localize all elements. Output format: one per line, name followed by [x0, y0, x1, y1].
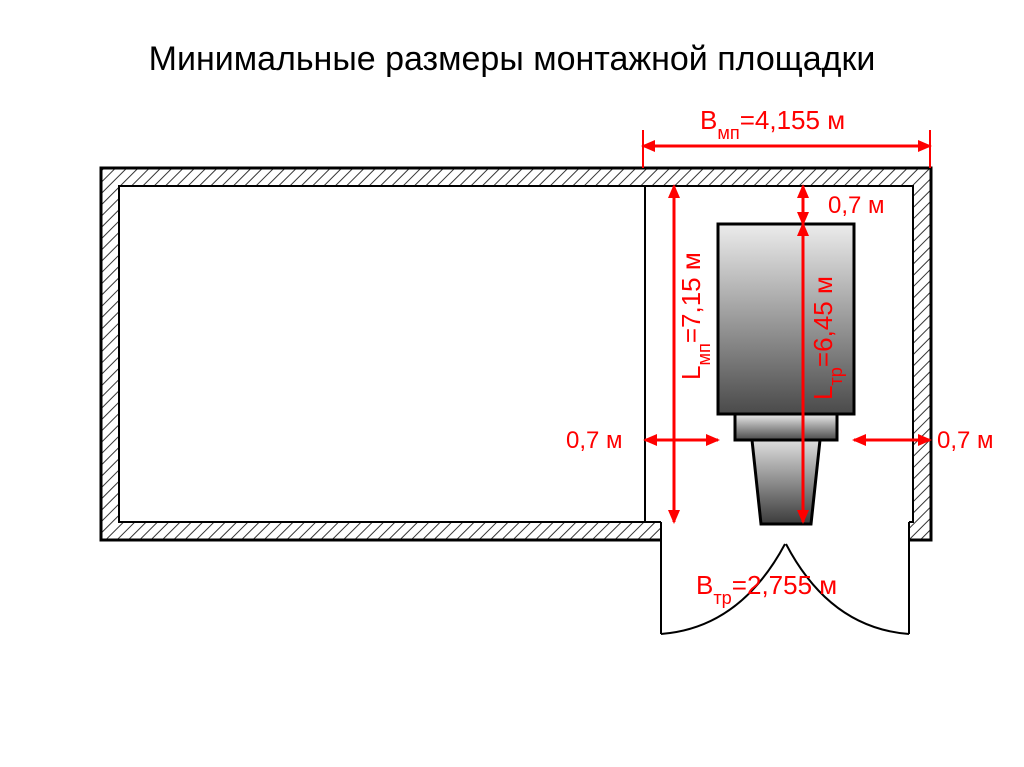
svg-text:Втр=2,755 м: Втр=2,755 м [696, 570, 837, 608]
svg-text:0,7 м: 0,7 м [828, 192, 885, 219]
diagram-page: Минимальные размеры монтажной площадки [0, 0, 1024, 767]
dim-B-tr: Втр=2,755 м [696, 570, 837, 608]
svg-text:Вмп=4,155 м: Вмп=4,155 м [700, 105, 845, 143]
svg-text:0,7 м: 0,7 м [566, 427, 623, 454]
diagram-svg: Вмп=4,155 м 0,7 м Lмп=7,15 м Lтр=6,45 м [0, 0, 1024, 767]
dim-B-mp: Вмп=4,155 м [643, 105, 930, 168]
svg-text:0,7 м: 0,7 м [937, 427, 994, 454]
